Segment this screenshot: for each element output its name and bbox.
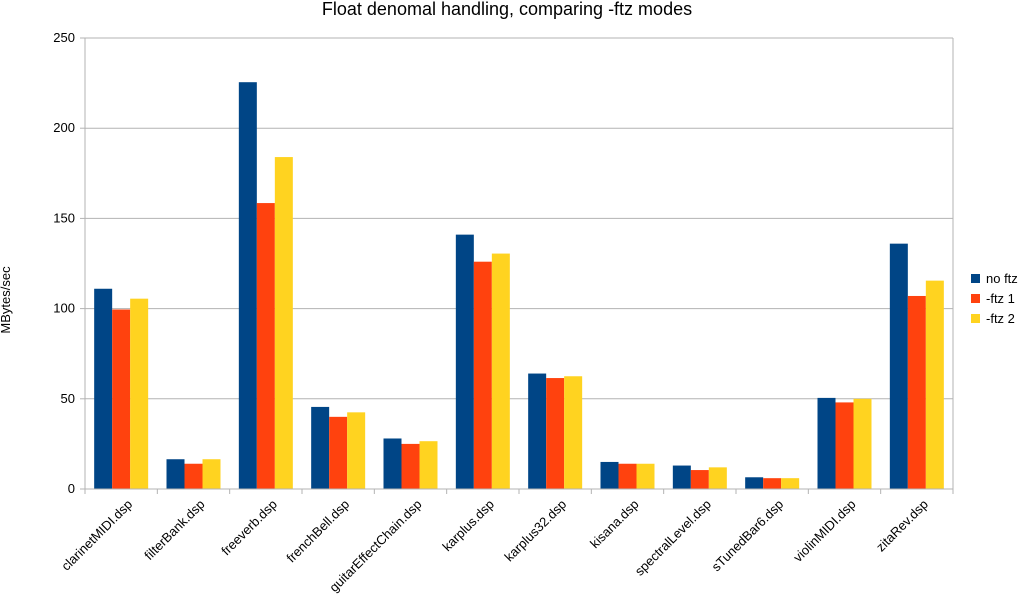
bar-ftz-1 [907, 295, 926, 489]
bar-ftz-1 [256, 203, 275, 490]
bar-ftz-1 [763, 478, 782, 489]
bar-ftz-2 [130, 298, 149, 489]
legend-label: -ftz 1 [986, 291, 1015, 306]
x-tick-label: freeverb.dsp [218, 497, 280, 559]
bar-no-ftz [455, 234, 474, 489]
bar-no-ftz [383, 438, 402, 489]
bar-ftz-2 [202, 459, 221, 489]
bar-ftz-2 [564, 376, 583, 489]
x-tick-label: kisana.dsp [587, 497, 642, 552]
bar-no-ftz [817, 397, 836, 489]
x-tick-label: karplus32.dsp [501, 497, 569, 565]
y-tick-label: 250 [53, 30, 75, 45]
bar-ftz-2 [708, 467, 727, 489]
x-tick-label: zitaRev.dsp [873, 497, 931, 555]
bar-ftz-1 [835, 402, 854, 489]
bar-ftz-2 [853, 398, 872, 489]
bar-ftz-2 [419, 441, 438, 489]
x-tick-label: sTunedBar6.dsp [709, 497, 787, 575]
bar-no-ftz [94, 288, 113, 489]
x-tick-label: filterBank.dsp [141, 497, 207, 563]
x-tick-label: clarinetMIDI.dsp [58, 497, 135, 574]
bar-ftz-2 [274, 157, 293, 489]
bar-ftz-2 [925, 280, 944, 489]
x-tick-label: spectralLevel.dsp [632, 497, 714, 579]
legend-swatch [971, 314, 980, 323]
bar-ftz-1 [401, 443, 420, 489]
y-tick-label: 0 [68, 481, 75, 496]
bar-no-ftz [166, 459, 185, 489]
legend-swatch [971, 274, 980, 283]
y-tick-label: 50 [61, 391, 75, 406]
x-tick-label: violinMIDI.dsp [790, 497, 858, 565]
gridlines [85, 37, 953, 400]
bar-no-ftz [745, 477, 764, 489]
bar-no-ftz [889, 243, 908, 489]
legend-label: -ftz 2 [986, 311, 1015, 326]
bar-ftz-2 [347, 412, 366, 489]
y-tick-label: 150 [53, 210, 75, 225]
bar-ftz-2 [781, 478, 800, 489]
bars [94, 82, 944, 490]
chart-title: Float denomal handling, comparing -ftz m… [322, 0, 692, 19]
legend: no ftz -ftz 1 -ftz 2 [971, 271, 1018, 326]
axes [80, 37, 954, 494]
bar-no-ftz [311, 406, 330, 489]
y-tick-labels: 0 50 100 150 200 250 [53, 30, 75, 496]
y-tick-label: 100 [53, 301, 75, 316]
x-tick-label: karplus.dsp [439, 497, 497, 555]
bar-ftz-1 [618, 463, 637, 489]
legend-swatch [971, 294, 980, 303]
bar-no-ftz [672, 465, 691, 489]
bar-ftz-1 [546, 378, 565, 489]
y-axis-label: MBytes/sec [0, 266, 13, 334]
bar-ftz-2 [636, 463, 655, 489]
bar-ftz-1 [329, 416, 348, 489]
bar-no-ftz [600, 461, 619, 489]
bar-ftz-2 [491, 253, 510, 489]
y-tick-label: 200 [53, 120, 75, 135]
bar-ftz-1 [112, 309, 131, 489]
bar-no-ftz [238, 82, 257, 489]
x-tick-labels: clarinetMIDI.dsp filterBank.dsp freeverb.d… [58, 497, 931, 595]
bar-ftz-1 [184, 463, 203, 489]
legend-label: no ftz [986, 271, 1018, 286]
bar-no-ftz [528, 373, 547, 489]
bar-ftz-1 [690, 470, 709, 489]
bar-ftz-1 [473, 261, 492, 489]
x-tick-label: frenchBell.dsp [283, 497, 352, 566]
